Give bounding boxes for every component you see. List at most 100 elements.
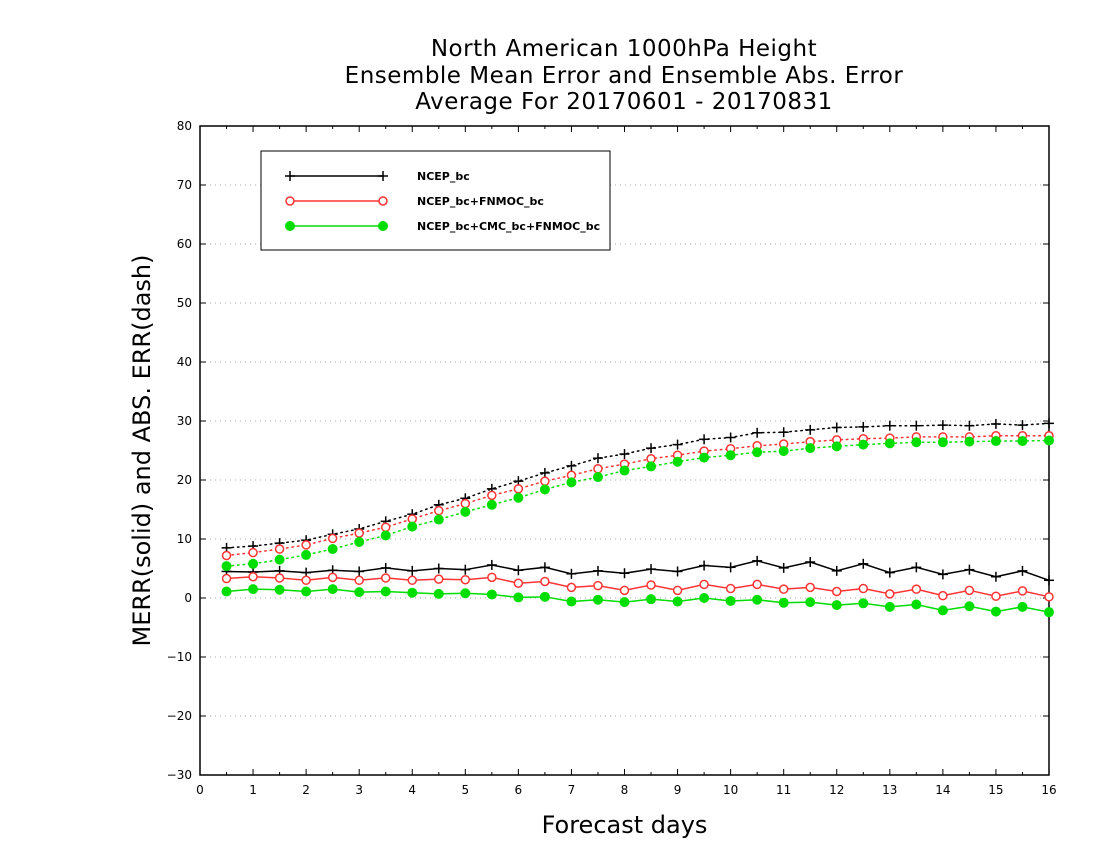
- series-1-merr-point: [699, 560, 710, 571]
- series-3-abs-err-point: [460, 506, 471, 517]
- legend: NCEP_bc NCEP_bc+FNMOC_bc NCEP_bc+CMC_bc+FN…: [260, 150, 611, 251]
- series-3-abs-err-point: [1017, 436, 1028, 447]
- series-2-abs-err-point: [274, 544, 285, 554]
- series-3-merr-point: [990, 606, 1001, 617]
- series-3-merr-point: [672, 596, 683, 607]
- series-2-abs-err-point: [354, 528, 364, 538]
- series-2-merr-point: [911, 584, 922, 594]
- y-tick-label: −10: [167, 650, 192, 664]
- series-2-merr-point: [858, 583, 869, 594]
- series-1-abs-err-point: [937, 420, 948, 431]
- series-2-merr-point: [540, 576, 550, 587]
- legend-marker: [285, 171, 295, 181]
- series-3-merr-point: [858, 598, 869, 609]
- series-1-abs-err-point: [990, 418, 1001, 429]
- legend-marker: [378, 171, 388, 181]
- series-3-merr-point: [327, 584, 338, 595]
- series-3-abs-err-point: [486, 499, 497, 510]
- legend-label: NCEP_bc+FNMOC_bc: [417, 195, 544, 208]
- series-3-abs-err-point: [1044, 435, 1054, 446]
- y-tick-label: −30: [167, 768, 192, 782]
- series-1-abs-err-point: [725, 432, 736, 443]
- series-2-abs-err-point: [380, 522, 391, 532]
- series-3-merr-point: [911, 599, 922, 610]
- series-2-merr-point: [805, 582, 815, 593]
- chart-subtitle: Ensemble Mean Error and Ensemble Abs. Er…: [344, 63, 904, 89]
- x-tick-label: 12: [829, 783, 844, 797]
- series-1-abs-err-point: [646, 443, 657, 454]
- series-1-abs-err-point: [619, 449, 630, 460]
- series-1-abs-err-point: [884, 420, 895, 431]
- y-tick-label: −20: [167, 709, 192, 723]
- series-3-abs-err-point: [858, 439, 869, 450]
- series-3-abs-err-point: [566, 477, 577, 488]
- series-2-merr-point: [327, 572, 338, 583]
- series-1-merr-point: [964, 564, 975, 575]
- series-3-merr-point: [486, 589, 497, 600]
- chart-period: Average For 20170601 - 20170831: [415, 89, 833, 115]
- series-1-abs-err-point: [831, 422, 842, 433]
- chart-title: North American 1000hPa Height: [430, 36, 818, 62]
- series-2-abs-err-point: [487, 490, 497, 501]
- series-1-abs-err-line: [225, 422, 1050, 549]
- series-1-merr-point: [646, 564, 657, 575]
- series-3-merr-point: [460, 588, 471, 599]
- series-2-merr-point: [672, 585, 683, 596]
- series-2-abs-err-point: [248, 547, 258, 558]
- series-2-merr-point: [513, 578, 524, 588]
- series-3-abs-err-point: [221, 561, 232, 572]
- series-2-abs-err-point: [513, 484, 524, 494]
- series-3-merr-point: [725, 595, 736, 606]
- series-2-merr-point: [991, 591, 1001, 601]
- series-1-merr-point: [566, 568, 577, 579]
- series-2-merr-point: [1044, 592, 1054, 602]
- series-1-merr-point: [380, 562, 391, 573]
- y-tick-label: 10: [177, 532, 192, 546]
- x-tick-label: 2: [302, 783, 310, 797]
- series-2-merr-point: [460, 574, 471, 585]
- series-3-merr-point: [221, 586, 232, 597]
- legend-label: NCEP_bc+CMC_bc+FNMOC_bc: [417, 220, 600, 233]
- x-tick-label: 0: [196, 783, 204, 797]
- series-1-abs-err-point: [1044, 418, 1054, 429]
- series-1-merr-point: [831, 565, 842, 576]
- series-3-merr-point: [646, 594, 657, 605]
- series-3-abs-err-point: [990, 436, 1001, 447]
- series-2-abs-err-line: [225, 435, 1050, 557]
- series-3-merr-point: [778, 597, 789, 608]
- series-3-merr-point: [1017, 601, 1028, 612]
- series-3-merr-point: [699, 593, 710, 603]
- series-1-abs-err-point: [1017, 420, 1028, 431]
- series-3-abs-err-point: [964, 436, 975, 447]
- series-3-abs-err-point: [539, 484, 550, 495]
- series-2-merr-point: [778, 584, 789, 594]
- series-3-merr-point: [380, 586, 391, 597]
- y-tick-label: 20: [177, 473, 192, 487]
- series-1-abs-err-point: [672, 439, 683, 450]
- series-2-merr-line: [226, 576, 1050, 598]
- series-1-abs-err-point: [858, 421, 869, 432]
- series-1-abs-err-point: [778, 427, 789, 438]
- y-tick-label: 0: [184, 591, 192, 605]
- series-2-merr-point: [725, 583, 736, 594]
- series-3-merr-point: [619, 597, 630, 608]
- y-tick-label: 50: [177, 296, 192, 310]
- series-2-abs-err-point: [327, 533, 338, 544]
- series-2-merr-point: [699, 579, 709, 590]
- series-2-merr-point: [619, 585, 630, 596]
- series-3-abs-err-point: [380, 530, 391, 541]
- series-2-merr-point: [832, 586, 842, 597]
- x-tick-label: 15: [988, 783, 1003, 797]
- series-2-merr-point: [301, 575, 311, 586]
- series-3-merr-point: [884, 601, 895, 612]
- x-tick-label: 16: [1041, 783, 1056, 797]
- series-3-abs-err-point: [592, 472, 603, 483]
- series-2-abs-err-point: [460, 498, 471, 509]
- series-3-abs-err-point: [248, 558, 259, 569]
- series-3-abs-err-point: [672, 456, 683, 467]
- series-1-merr-point: [1017, 565, 1028, 576]
- series-2-merr-point: [566, 582, 577, 593]
- series-3-merr-point: [592, 594, 603, 605]
- x-tick-label: 8: [621, 783, 629, 797]
- series-2-merr-point: [964, 585, 975, 596]
